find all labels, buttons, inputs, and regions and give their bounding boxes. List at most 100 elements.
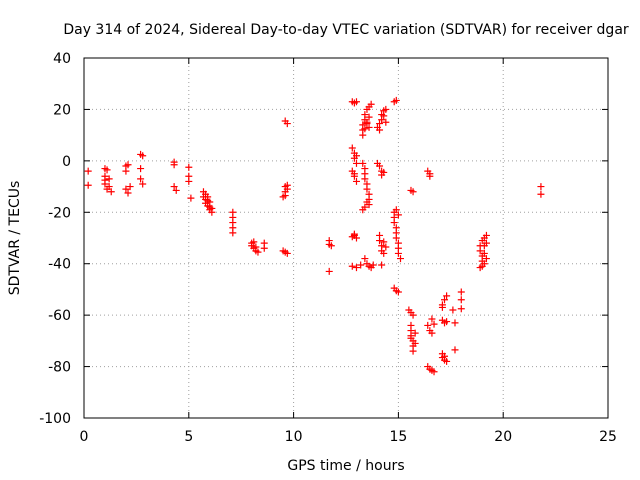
data-point xyxy=(122,185,130,193)
data-point xyxy=(204,193,212,201)
x-tick-label: 0 xyxy=(80,429,89,445)
data-point xyxy=(409,311,417,319)
data-point xyxy=(376,126,384,134)
data-point xyxy=(137,175,145,183)
data-point xyxy=(361,175,369,183)
data-point xyxy=(443,292,451,300)
data-point xyxy=(105,183,113,191)
data-point xyxy=(283,249,291,257)
data-point xyxy=(457,296,465,304)
data-point xyxy=(482,255,490,263)
data-point xyxy=(103,166,111,174)
data-point xyxy=(443,318,451,326)
data-point xyxy=(229,229,237,237)
data-point xyxy=(361,255,369,263)
data-point xyxy=(476,247,484,255)
y-tick-label: -40 xyxy=(48,257,71,273)
data-point xyxy=(352,159,360,167)
data-point xyxy=(363,198,371,206)
data-point xyxy=(350,231,358,239)
data-point xyxy=(369,261,377,269)
data-point xyxy=(361,125,369,133)
data-point xyxy=(476,264,484,272)
data-point xyxy=(430,320,438,328)
data-point xyxy=(124,161,132,169)
data-point xyxy=(126,183,134,191)
data-point xyxy=(409,347,417,355)
data-point xyxy=(428,329,436,337)
data-point xyxy=(365,123,373,131)
y-tick-label: 0 xyxy=(62,154,71,170)
data-point xyxy=(348,262,356,270)
data-point xyxy=(438,303,446,311)
x-axis-label: GPS time / hours xyxy=(287,458,404,474)
data-point xyxy=(137,165,145,173)
data-point xyxy=(411,339,419,347)
data-point xyxy=(250,238,258,246)
data-point xyxy=(378,261,386,269)
data-point xyxy=(350,170,358,178)
data-point xyxy=(172,186,180,194)
x-tick-label: 5 xyxy=(184,429,193,445)
data-point xyxy=(352,177,360,185)
data-point xyxy=(382,118,390,126)
y-tick-label: -60 xyxy=(48,308,71,324)
data-point xyxy=(409,188,417,196)
data-point xyxy=(325,267,333,275)
axis-ticks: 0 5 10 15 20 25 -100 -80 -60 -40 -20 0 20 40 xyxy=(39,51,617,445)
data-point xyxy=(380,238,388,246)
data-point xyxy=(380,249,388,257)
data-point xyxy=(283,120,291,128)
data-point xyxy=(482,239,490,247)
data-point xyxy=(84,181,92,189)
data-point xyxy=(84,167,92,175)
data-point xyxy=(122,167,130,175)
y-tick-label: -100 xyxy=(39,411,71,427)
data-point xyxy=(359,159,367,167)
data-point xyxy=(252,243,260,251)
data-point xyxy=(363,118,371,126)
data-point xyxy=(365,113,373,121)
grid-lines xyxy=(84,58,608,418)
data-points xyxy=(84,96,545,376)
y-tick-label: -80 xyxy=(48,360,71,376)
data-point xyxy=(283,185,291,193)
data-point xyxy=(185,177,193,185)
data-point xyxy=(378,171,386,179)
data-point xyxy=(376,237,384,245)
data-point xyxy=(352,98,360,106)
data-point xyxy=(392,234,400,242)
data-point xyxy=(382,105,390,113)
data-point xyxy=(482,231,490,239)
data-point xyxy=(449,306,457,314)
data-point xyxy=(279,193,287,201)
data-point xyxy=(392,96,400,104)
data-point xyxy=(407,334,415,342)
data-point xyxy=(170,183,178,191)
data-point xyxy=(376,120,384,128)
data-point xyxy=(441,296,449,304)
data-point xyxy=(327,242,335,250)
y-tick-label: 20 xyxy=(53,102,71,118)
data-point xyxy=(376,162,384,170)
data-point xyxy=(480,249,488,257)
data-point xyxy=(367,100,375,108)
data-point xyxy=(352,152,360,160)
data-point xyxy=(451,319,459,327)
data-point xyxy=(101,176,109,184)
data-point xyxy=(363,185,371,193)
chart-title: Day 314 of 2024, Sidereal Day-to-day VTE… xyxy=(63,22,629,38)
x-tick-label: 10 xyxy=(285,429,303,445)
data-point xyxy=(359,206,367,214)
data-point xyxy=(105,175,113,183)
x-tick-label: 20 xyxy=(494,429,512,445)
data-point xyxy=(361,111,369,119)
data-point xyxy=(438,354,446,362)
data-point xyxy=(396,255,404,263)
data-point xyxy=(260,244,268,252)
data-point xyxy=(107,188,115,196)
data-point xyxy=(392,206,400,214)
data-point xyxy=(457,288,465,296)
data-point xyxy=(443,357,451,365)
data-point xyxy=(537,183,545,191)
